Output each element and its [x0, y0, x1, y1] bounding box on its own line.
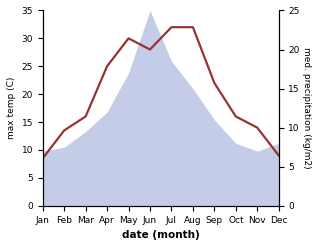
Y-axis label: max temp (C): max temp (C)	[7, 77, 16, 139]
Y-axis label: med. precipitation (kg/m2): med. precipitation (kg/m2)	[302, 47, 311, 169]
X-axis label: date (month): date (month)	[122, 230, 200, 240]
